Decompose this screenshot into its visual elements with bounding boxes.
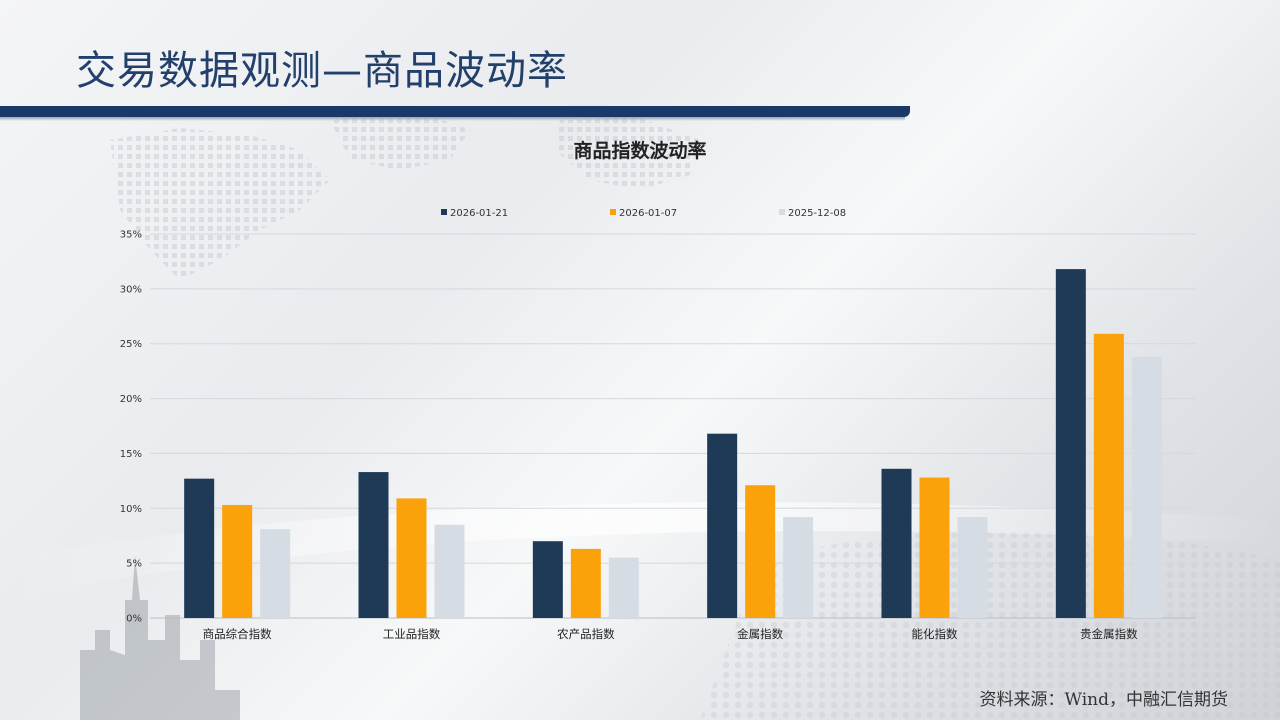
bar (608, 557, 639, 618)
page-title: 交易数据观测—商品波动率 (76, 48, 568, 94)
y-tick-label: 20% (120, 394, 142, 405)
bar (260, 529, 291, 618)
bar (434, 524, 465, 618)
bar (1131, 356, 1162, 618)
y-tick-label: 0% (126, 614, 142, 625)
legend-swatch (610, 209, 616, 215)
bar (707, 433, 738, 618)
y-tick-label: 35% (120, 230, 142, 241)
x-tick-label: 农产品指数 (557, 627, 615, 641)
x-tick-label: 能化指数 (912, 627, 958, 641)
x-tick-label: 金属指数 (737, 627, 783, 641)
bar (919, 477, 950, 618)
title-underline-shadow (0, 117, 905, 121)
chart-title: 商品指数波动率 (573, 140, 707, 162)
legend-label: 2026-01-21 (450, 208, 508, 219)
y-tick-label: 10% (120, 504, 142, 515)
title-underline-bar (0, 106, 910, 117)
bar (532, 541, 563, 618)
y-tick-label: 5% (126, 559, 142, 570)
y-tick-label: 25% (120, 339, 142, 350)
bar (783, 517, 814, 618)
legend-swatch (441, 209, 447, 215)
bar (184, 478, 215, 618)
legend-label: 2025-12-08 (788, 208, 846, 219)
bar (745, 485, 776, 618)
bar (1093, 333, 1124, 618)
y-tick-label: 30% (120, 284, 142, 295)
y-tick-label: 15% (120, 449, 142, 460)
bar (222, 504, 253, 618)
bar (957, 517, 988, 618)
x-tick-label: 商品综合指数 (203, 627, 272, 641)
legend-label: 2026-01-07 (619, 208, 677, 219)
x-tick-label: 工业品指数 (383, 627, 441, 641)
legend-swatch (779, 209, 785, 215)
bar (358, 472, 389, 618)
x-tick-label: 贵金属指数 (1080, 627, 1138, 641)
bar (570, 548, 601, 618)
source-note: 资料来源：Wind，中融汇信期货 (979, 690, 1228, 710)
bar (396, 498, 427, 618)
bar (881, 468, 912, 618)
bar (1055, 269, 1086, 618)
